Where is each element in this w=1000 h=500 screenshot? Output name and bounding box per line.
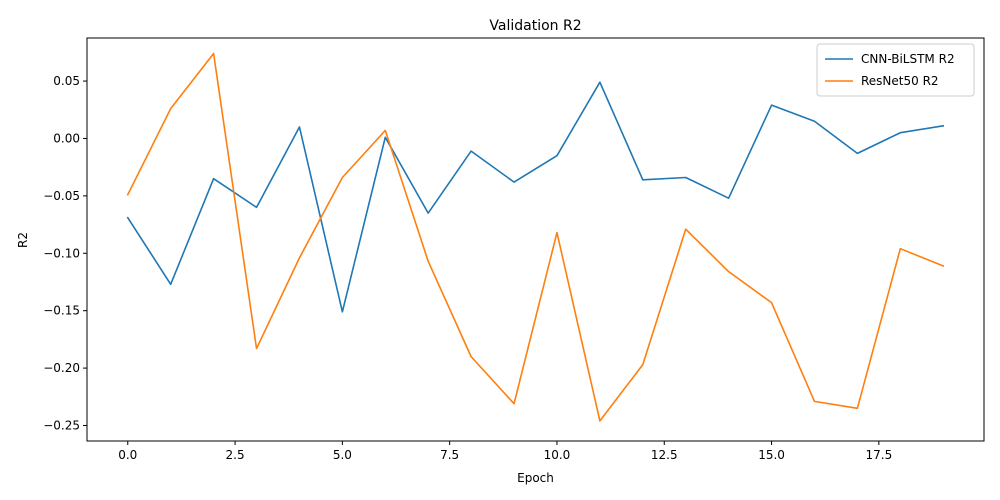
x-tick-label: 10.0	[544, 448, 571, 462]
legend-entry: ResNet50 R2	[861, 74, 939, 88]
y-tick-label: −0.25	[43, 419, 80, 433]
plot-area	[87, 38, 984, 441]
series-line-resnet50	[126, 52, 945, 422]
x-tick-label: 7.5	[440, 448, 459, 462]
legend-entry: CNN-BiLSTM R2	[861, 52, 955, 66]
y-axis-label: R2	[16, 232, 30, 248]
legend-box	[816, 43, 975, 97]
plot-frame	[86, 37, 985, 442]
x-tick-label: 0.0	[118, 448, 137, 462]
x-tick-label: 17.5	[865, 448, 892, 462]
chart-title: Validation R2	[489, 18, 581, 34]
y-tick-label: −0.15	[43, 304, 80, 318]
y-tick-label: 0.05	[53, 74, 80, 88]
x-tick-label: 5.0	[333, 448, 352, 462]
y-tick-label: −0.20	[43, 361, 80, 375]
x-axis: 0.0 2.5 5.0 7.5 10.0 12.5 15.0 17.5	[118, 441, 892, 462]
x-tick-label: 2.5	[226, 448, 245, 462]
y-tick-label: −0.10	[43, 246, 80, 260]
y-axis: 0.05 0.00 −0.05 −0.10 −0.15 −0.20 −0.25	[43, 74, 87, 433]
x-axis-label: Epoch	[517, 471, 554, 485]
axes-frame	[86, 37, 985, 442]
series-layer	[126, 52, 945, 422]
y-tick-label: −0.05	[43, 189, 80, 203]
y-tick-label: 0.00	[53, 131, 80, 145]
x-tick-label: 15.0	[758, 448, 785, 462]
x-tick-label: 12.5	[651, 448, 678, 462]
plot-background	[87, 38, 984, 441]
legend: CNN-BiLSTM R2 ResNet50 R2	[816, 43, 975, 97]
series-line-cnn-bilstm	[126, 81, 945, 313]
